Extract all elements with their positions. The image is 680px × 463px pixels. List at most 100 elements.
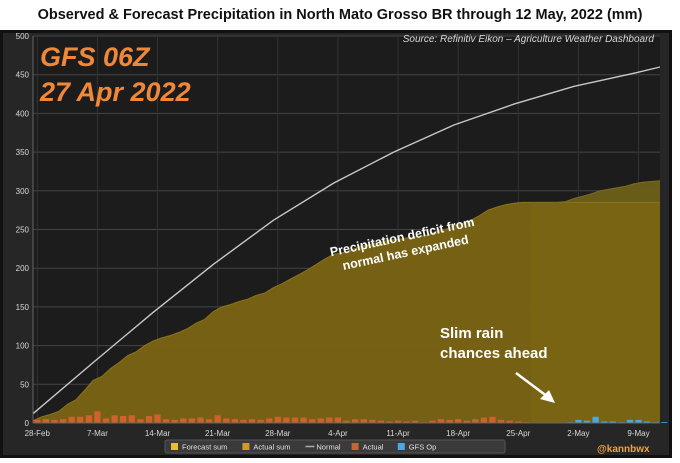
- gfs-op-bar: [575, 419, 582, 423]
- actual-bar: [240, 419, 247, 423]
- actual-bar: [334, 417, 341, 423]
- actual-bar: [326, 417, 333, 423]
- actual-bar: [111, 415, 118, 423]
- actual-bar: [85, 415, 92, 423]
- gfs-op-bar: [635, 419, 642, 423]
- actual-bar: [437, 419, 445, 423]
- y-tick-label: 300: [16, 187, 30, 196]
- slim-annotation-arrowhead: [540, 390, 555, 403]
- actual-bar: [283, 417, 290, 423]
- actual-sum-area: [33, 202, 660, 423]
- x-tick-label: 18-Apr: [446, 429, 470, 438]
- actual-bar: [120, 416, 127, 423]
- legend-swatch: [242, 443, 250, 450]
- actual-bar: [231, 419, 238, 423]
- legend-swatch: [351, 443, 359, 450]
- actual-bar: [455, 419, 462, 423]
- x-tick-label: 4-Apr: [328, 429, 348, 438]
- gfs-op-bar: [609, 421, 616, 423]
- actual-bar: [77, 416, 84, 423]
- y-tick-label: 350: [16, 148, 30, 157]
- actual-bar: [145, 416, 153, 423]
- actual-bar: [180, 418, 187, 423]
- actual-bar: [480, 417, 487, 423]
- gfs-op-bar: [583, 420, 591, 423]
- model-run-label: GFS 06Z 27 Apr 2022: [40, 40, 191, 110]
- y-tick-label: 250: [16, 226, 30, 235]
- x-tick-label: 14-Mar: [145, 429, 171, 438]
- actual-bar: [171, 419, 178, 423]
- actual-bar: [300, 417, 307, 423]
- actual-bar: [274, 416, 281, 423]
- x-tick-label: 2-May: [567, 429, 589, 438]
- legend-label: Actual: [363, 443, 384, 452]
- actual-bar: [206, 419, 213, 423]
- legend-label: GFS Op: [409, 443, 437, 452]
- actual-bar: [291, 417, 299, 423]
- actual-bar: [223, 418, 230, 423]
- actual-bar: [94, 411, 101, 423]
- actual-bar: [154, 414, 161, 423]
- actual-bar: [34, 419, 41, 423]
- y-tick-label: 450: [16, 71, 30, 80]
- actual-bar: [498, 419, 505, 423]
- actual-bar: [369, 419, 376, 423]
- actual-bar: [394, 420, 402, 423]
- legend-swatch: [397, 443, 405, 450]
- forecast-sum-edge: [531, 180, 661, 203]
- actual-bar: [137, 419, 144, 423]
- gfs-op-bar: [661, 422, 668, 423]
- actual-bar: [42, 419, 49, 423]
- y-tick-label: 400: [16, 109, 30, 118]
- actual-bar: [446, 419, 453, 423]
- actual-bar: [360, 419, 367, 423]
- x-tick-label: 7-Mar: [87, 429, 108, 438]
- actual-bar: [506, 420, 513, 423]
- actual-bar: [386, 421, 393, 423]
- gfs-op-bar: [592, 416, 599, 423]
- model-name: GFS 06Z: [40, 42, 150, 72]
- y-tick-label: 50: [20, 380, 29, 389]
- chart-title: Observed & Forecast Precipitation in Nor…: [0, 0, 680, 30]
- actual-bar: [403, 421, 410, 423]
- x-tick-label: 9-May: [627, 429, 649, 438]
- y-tick-label: 100: [16, 342, 30, 351]
- gfs-op-bar: [626, 419, 633, 423]
- actual-bar: [266, 418, 273, 423]
- x-tick-label: 28-Feb: [25, 429, 51, 438]
- actual-bar: [309, 419, 316, 423]
- actual-bar: [257, 419, 264, 423]
- actual-bar: [472, 419, 479, 423]
- actual-bar: [352, 419, 359, 423]
- x-tick-label: 21-Mar: [205, 429, 231, 438]
- actual-bar: [214, 415, 221, 423]
- actual-bar: [463, 420, 470, 423]
- actual-bar: [515, 421, 522, 423]
- actual-bar: [197, 417, 204, 423]
- actual-bar: [412, 420, 419, 423]
- actual-bar: [429, 420, 436, 423]
- actual-bar: [128, 415, 135, 423]
- x-tick-label: 25-Apr: [506, 429, 530, 438]
- actual-bar: [489, 416, 496, 423]
- y-tick-label: 150: [16, 303, 30, 312]
- y-tick-label: 200: [16, 264, 30, 273]
- slim-annotation-arrow-shaft: [515, 372, 549, 398]
- actual-bar: [163, 419, 170, 423]
- legend-swatch: [171, 443, 178, 450]
- x-tick-label: 11-Apr: [386, 429, 410, 438]
- author-handle: @kannbwx: [597, 444, 650, 455]
- actual-bar: [188, 418, 195, 423]
- actual-bar: [51, 419, 58, 423]
- legend-label: Actual sum: [253, 443, 290, 452]
- model-run-date: 27 Apr 2022: [40, 77, 191, 107]
- actual-bar: [248, 419, 256, 423]
- source-note: Source: Refinitiv Eikon – Agriculture We…: [402, 34, 654, 45]
- actual-bar: [343, 420, 350, 423]
- chart-plot: 0 50 100 150 200 250 300 350 400 450 500 28-Feb 7-Ma…: [16, 33, 668, 454]
- y-tick-label: 500: [16, 33, 30, 41]
- legend-label: Forecast sum: [182, 443, 227, 452]
- x-tick-label: 28-Mar: [265, 429, 291, 438]
- actual-bar: [102, 418, 110, 423]
